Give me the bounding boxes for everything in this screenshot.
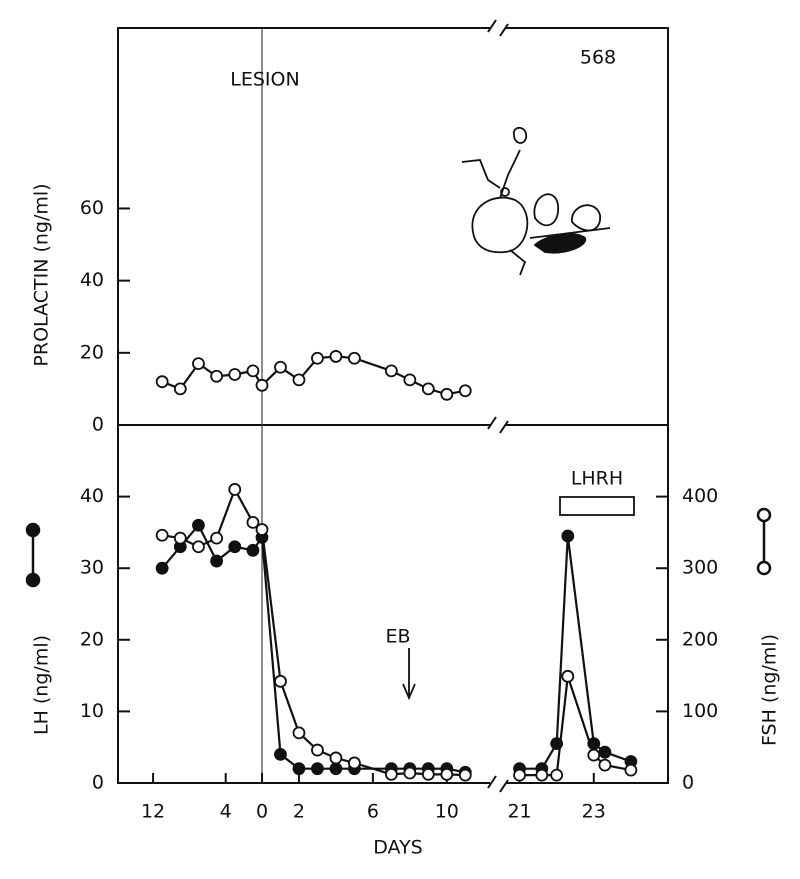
data-point [347,351,361,365]
y-tick-label: 40 [80,485,104,507]
data-point [255,378,269,392]
y2-tick-label: 0 [682,772,694,794]
y2-tick-label: 400 [682,485,718,507]
data-point [421,768,435,781]
lesion-sketch [461,126,611,276]
data-point [561,529,575,543]
data-point [292,762,306,776]
y-axis-title: PROLACTIN (ng/ml) [31,183,53,366]
data-point [173,382,187,396]
data-point [550,768,564,782]
data-point [246,543,260,557]
y-axis-title: LH (ng/ml) [31,635,53,735]
data-point [274,674,287,688]
data-point [513,768,526,782]
data-point [587,737,601,751]
data-point [311,762,324,776]
data-point [228,540,242,554]
data-point [292,373,306,387]
data-point [255,523,269,536]
lhrh-bar [559,496,635,516]
data-point [587,748,601,762]
y2-tick-label: 100 [682,700,718,722]
y2-tick-label: 200 [682,628,718,650]
data-point [403,373,417,387]
x-tick-label: 6 [367,801,379,823]
x-tick-label: 0 [256,801,268,823]
id-label: 568 [580,47,616,69]
data-point [347,756,361,770]
data-point [192,518,205,532]
x-axis-title: DAYS [373,837,423,859]
y-tick-label: 0 [92,414,104,436]
data-point [246,364,260,378]
lesion-label: LESION [230,69,299,91]
data-point [192,540,205,554]
legend-key [25,507,772,588]
data-point [228,368,242,381]
x-tick-label: 12 [141,801,165,823]
x-tick-label: 4 [220,801,232,823]
data-point [155,528,169,542]
y-tick-label: 10 [80,700,104,722]
y-tick-label: 40 [80,269,104,291]
data-point [246,515,260,529]
data-point [440,768,454,781]
x-tick-label: 2 [293,801,305,823]
data-point [329,751,343,765]
data-point [458,384,472,398]
y-tick-label: 20 [80,628,104,650]
data-point [458,768,472,782]
x-tick-label: 23 [582,801,606,823]
data-point [329,350,343,363]
eb-arrow [402,648,416,701]
data-point [210,531,224,545]
x-tick-label: 10 [435,801,459,823]
data-point [274,360,287,374]
data-point [329,762,343,776]
y2-axis-title: FSH (ng/ml) [759,634,781,746]
eb-label: EB [385,626,410,648]
data-point [192,357,205,371]
plot-frame [117,27,669,784]
data-point [535,768,549,782]
y-tick-label: 20 [80,341,104,363]
data-point [561,669,575,683]
lhrh-label: LHRH [571,468,623,490]
data-point [292,726,306,740]
data-point [210,369,224,383]
data-point [598,745,612,759]
y-tick-label: 30 [80,557,104,579]
data-point [440,387,454,401]
data-point [155,561,169,575]
y-tick-label: 60 [80,197,104,219]
data-point [550,737,564,751]
data-point [173,531,187,545]
data-point [624,763,638,777]
axis-break [487,18,509,793]
y-tick-label: 0 [92,772,104,794]
data-point [155,375,169,389]
data-point [403,766,417,780]
data-point [228,483,242,496]
data-point [311,351,324,365]
data-point [598,758,612,772]
x-tick-label: 21 [507,801,531,823]
y2-tick-label: 300 [682,557,718,579]
data-point [274,747,287,761]
data-point [384,364,398,378]
data-point [384,768,398,781]
data-point [311,743,324,757]
data-point [421,382,435,396]
data-point [210,554,224,568]
